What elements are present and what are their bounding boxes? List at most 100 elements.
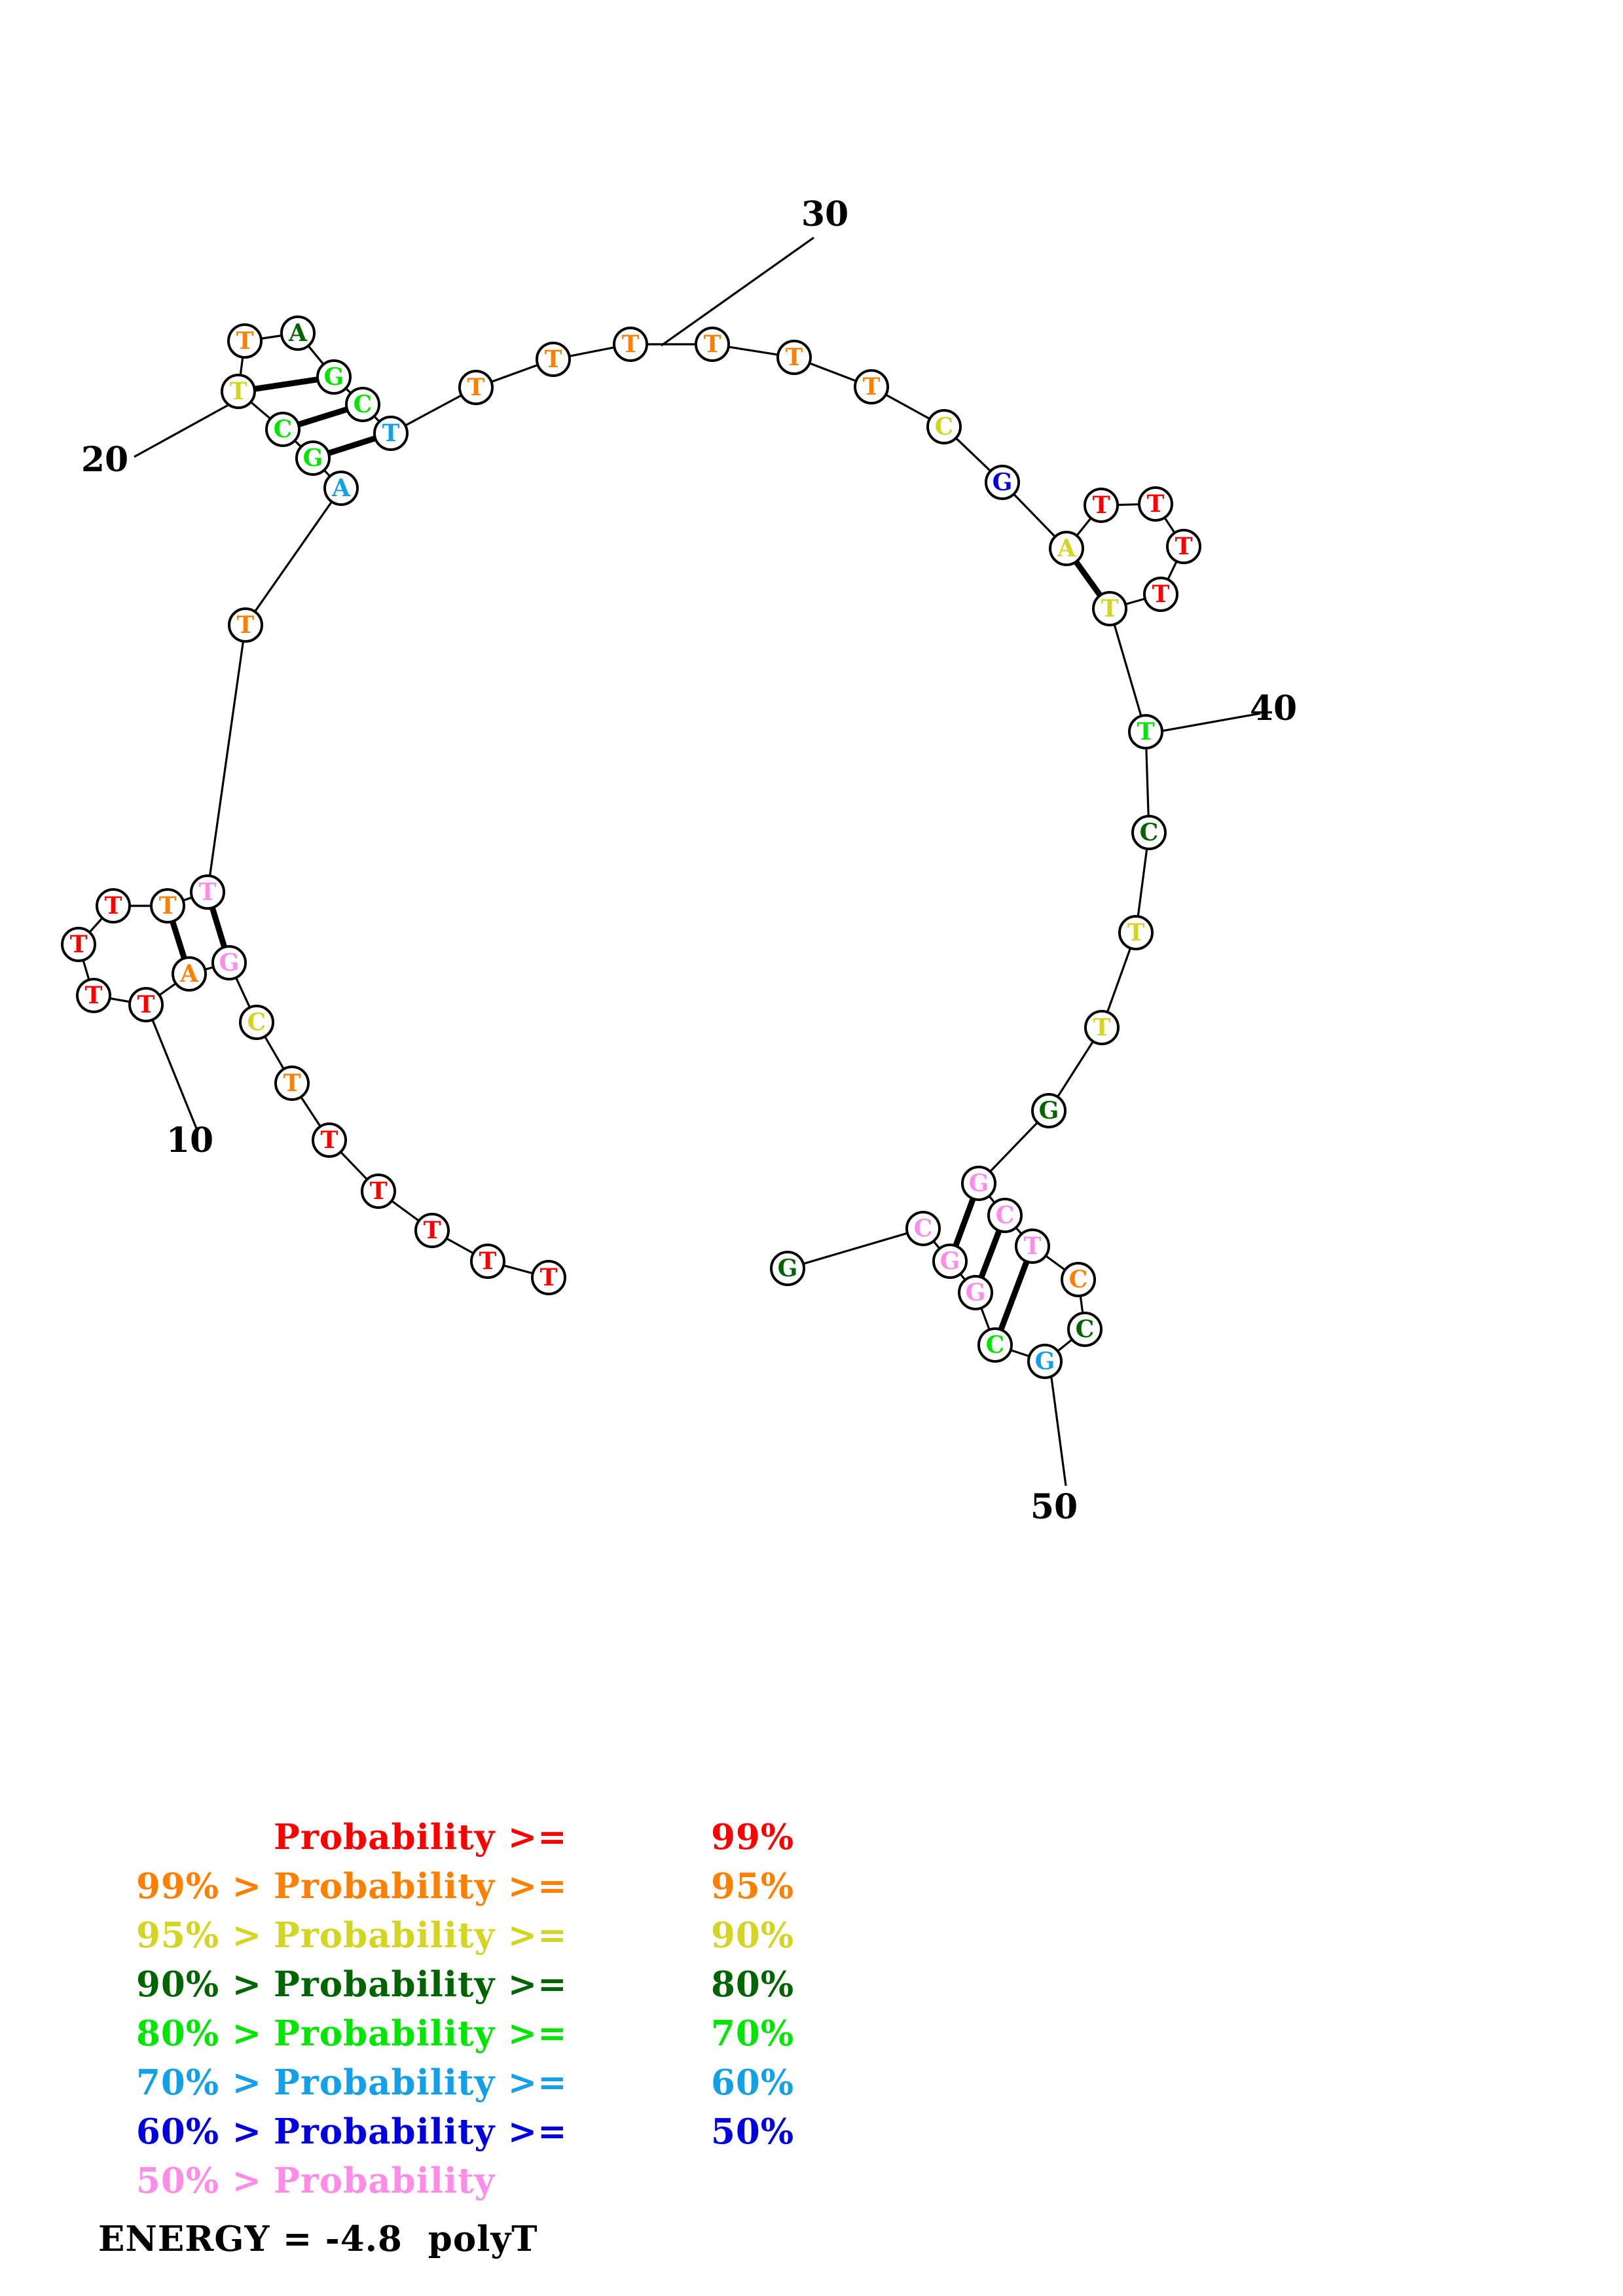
base-circle bbox=[770, 1251, 805, 1286]
legend-row: 60% > Probability >= 50% bbox=[0, 2108, 1623, 2157]
backbone-bond bbox=[1056, 1040, 1095, 1098]
position-number: 30 bbox=[801, 194, 848, 234]
base-node: C bbox=[926, 409, 962, 444]
base-letter: A bbox=[288, 319, 308, 347]
base-circle bbox=[932, 1244, 968, 1279]
base-node: T bbox=[854, 369, 889, 404]
base-letter: G bbox=[966, 1279, 986, 1306]
backbone-bond bbox=[884, 393, 931, 420]
base-letter: A bbox=[331, 475, 351, 502]
legend-lower-bound: 80% > bbox=[136, 2013, 262, 2054]
base-node: T bbox=[61, 927, 96, 962]
base-circle bbox=[265, 412, 301, 447]
base-letter: T bbox=[545, 346, 562, 373]
base-letter: T bbox=[1093, 492, 1110, 519]
base-pair-bond bbox=[253, 376, 319, 393]
legend-lower-bound: 60% > bbox=[136, 2111, 262, 2152]
backbone-bond bbox=[260, 334, 283, 340]
backbone-bond bbox=[82, 959, 90, 981]
base-circle bbox=[76, 978, 111, 1013]
backbone-bond bbox=[306, 344, 325, 366]
legend-row: 80% > Probability >= 70% bbox=[0, 2009, 1623, 2058]
base-letter: G bbox=[324, 363, 344, 391]
base-letter: T bbox=[370, 1177, 388, 1205]
base-node: T bbox=[458, 370, 494, 405]
backbone-bond bbox=[234, 977, 251, 1009]
legend-upper-bound: 80% bbox=[711, 1964, 795, 2005]
base-circle bbox=[227, 323, 263, 359]
base-circle bbox=[1084, 488, 1119, 523]
legend-row: 99% > Probability >= 95% bbox=[0, 1862, 1623, 1911]
base-node: T bbox=[76, 978, 111, 1013]
base-node: T bbox=[373, 416, 409, 451]
base-circle bbox=[190, 874, 225, 910]
base-circle bbox=[1067, 1312, 1103, 1347]
legend-row: 95% > Probability >= 90% bbox=[0, 1911, 1623, 1960]
backbone-bond bbox=[1137, 848, 1148, 918]
position-number: 40 bbox=[1250, 689, 1297, 728]
base-letter: T bbox=[159, 892, 177, 920]
backbone-bond bbox=[1124, 597, 1146, 606]
base-letter: C bbox=[247, 1009, 266, 1036]
legend-text: Probability bbox=[274, 2161, 496, 2201]
base-node: T bbox=[361, 1174, 396, 1209]
legend-lower-bound: 90% > bbox=[136, 1964, 262, 2005]
base-letter: G bbox=[303, 444, 323, 472]
backbone-bond bbox=[208, 640, 245, 877]
energy-label: ENERGY = -4.8 polyT bbox=[98, 2219, 538, 2259]
base-node: A bbox=[172, 956, 207, 992]
base-circle bbox=[211, 945, 247, 980]
base-letter: T bbox=[479, 1247, 497, 1275]
backbone-bond bbox=[802, 1232, 909, 1265]
backbone-bond bbox=[955, 437, 992, 473]
legend-text: Probability >= bbox=[274, 1866, 568, 1907]
base-node: C bbox=[345, 387, 380, 422]
legend-text: Probability >= bbox=[274, 1817, 568, 1857]
base-node: A bbox=[280, 315, 316, 351]
base-node: A bbox=[323, 471, 359, 506]
base-circle bbox=[1061, 1262, 1096, 1297]
base-circle bbox=[221, 374, 256, 409]
backbone-bond bbox=[1012, 493, 1057, 538]
base-circle bbox=[1128, 714, 1163, 749]
base-circle bbox=[536, 342, 571, 377]
base-letter: G bbox=[778, 1255, 798, 1282]
legend-upper-bound: 95% bbox=[711, 1866, 795, 1907]
base-pair-bond bbox=[296, 406, 350, 428]
base-letter: T bbox=[321, 1126, 338, 1154]
base-node: T bbox=[1118, 915, 1154, 950]
base-node: C bbox=[977, 1327, 1013, 1363]
base-node: G bbox=[316, 359, 352, 395]
legend-upper-bound: 70% bbox=[711, 2013, 795, 2054]
backbone-bond bbox=[1145, 747, 1150, 817]
position-number: 50 bbox=[1030, 1487, 1078, 1527]
legend-upper-bound: 50% bbox=[711, 2111, 795, 2152]
backbone-bond bbox=[727, 346, 779, 356]
base-pair-bond bbox=[326, 435, 378, 457]
base-circle bbox=[985, 465, 1020, 500]
base-circle bbox=[531, 1260, 566, 1295]
base-pair-bonds bbox=[169, 376, 1104, 1333]
base-node: T bbox=[96, 888, 131, 924]
base-node: C bbox=[987, 1198, 1023, 1233]
base-circle bbox=[1092, 591, 1127, 626]
base-node: T bbox=[1084, 1010, 1120, 1045]
base-letter: T bbox=[786, 344, 803, 371]
legend-text: Probability >= bbox=[274, 1964, 568, 2005]
position-leader-lines bbox=[134, 236, 1261, 1486]
legend-row: 50% > Probability bbox=[0, 2157, 1623, 2206]
base-pair-bond bbox=[169, 919, 188, 961]
base-circle bbox=[128, 987, 164, 1022]
base-node: C bbox=[265, 412, 301, 447]
base-letter: T bbox=[540, 1264, 558, 1291]
base-circle bbox=[323, 471, 359, 506]
base-letter: T bbox=[1175, 533, 1193, 560]
backbone-bond bbox=[1106, 947, 1132, 1013]
base-circle bbox=[613, 327, 648, 362]
base-letter: T bbox=[467, 374, 485, 401]
legend-lower-bound: 95% > bbox=[136, 1915, 262, 1956]
base-letter: A bbox=[1057, 535, 1076, 562]
legend-row: 70% > Probability >= 60% bbox=[0, 2058, 1623, 2108]
backbone-bond bbox=[158, 982, 177, 997]
